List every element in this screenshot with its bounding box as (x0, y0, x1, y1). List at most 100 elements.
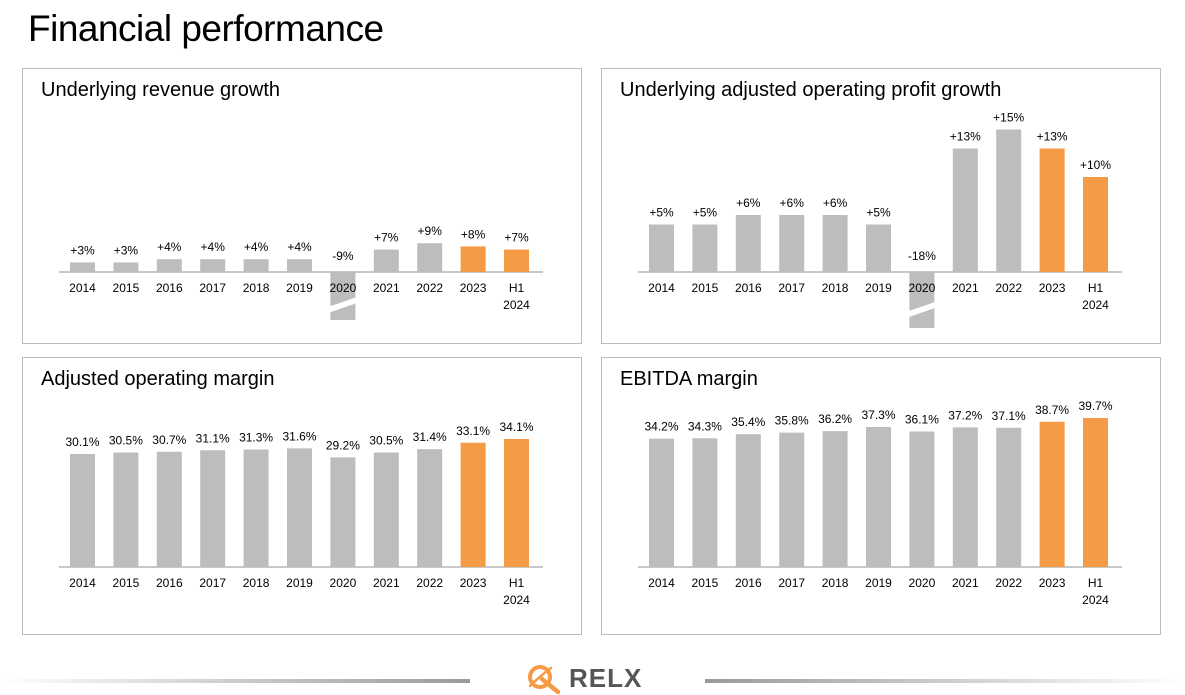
data-label: 30.7% (152, 433, 186, 447)
bar-2016 (735, 215, 761, 272)
data-label: +7% (504, 231, 529, 245)
bar-h1-2024 (1083, 177, 1108, 272)
bar-h1-2024 (1083, 418, 1108, 567)
data-label: 29.2% (326, 438, 360, 452)
data-label: 31.3% (239, 431, 273, 445)
ebitda-margin-chart: 34.2% 2014 34.3% 2015 35.4% 2016 35.8% 2017 36.2… (638, 399, 1122, 607)
x-tick-label: 2016 (156, 281, 183, 295)
x-tick-label: 2022 (995, 281, 1022, 295)
bar-2019 (866, 427, 891, 567)
data-label: +8% (461, 227, 486, 241)
x-tick-label: 2015 (692, 281, 719, 295)
bar-2018 (243, 449, 269, 567)
bar-2015 (113, 262, 139, 272)
data-label: +4% (157, 240, 182, 254)
data-label: +4% (287, 240, 312, 254)
bar-2018 (822, 215, 848, 272)
bar-2020 (909, 431, 935, 567)
bar-2014 (70, 454, 95, 567)
footer-divider-left (0, 679, 470, 683)
x-tick-label: H1 (1088, 281, 1104, 295)
bar-2020 (330, 272, 356, 320)
bar-2017 (200, 450, 226, 567)
bar-2014 (70, 262, 95, 272)
chart-panel-ebitda-margin: EBITDA margin 34.2% 2014 34.3% 2015 35.4% 201… (601, 357, 1161, 635)
x-tick-label: 2019 (286, 576, 313, 590)
data-label: +3% (114, 243, 139, 257)
x-tick-label: 2022 (416, 281, 443, 295)
bar-2015 (692, 438, 718, 567)
data-label: 38.7% (1035, 403, 1069, 417)
data-label: +3% (70, 243, 95, 257)
x-tick-label: 2018 (822, 281, 849, 295)
x-tick-label: 2022 (995, 576, 1022, 590)
x-tick-label: 2014 (648, 576, 675, 590)
data-label: -9% (332, 249, 354, 263)
bar-2019 (866, 224, 891, 272)
data-label: +4% (244, 240, 269, 254)
page-title: Financial performance (28, 8, 384, 49)
data-label: 34.2% (644, 420, 678, 434)
data-label: +10% (1080, 158, 1111, 172)
bar-h1-2024 (504, 439, 529, 567)
data-label: 37.1% (992, 409, 1026, 423)
bar-2019 (287, 448, 312, 567)
bar-2021 (373, 452, 399, 567)
bar-2020 (330, 457, 356, 567)
data-label: 33.1% (456, 424, 490, 438)
bar-2023 (1039, 148, 1065, 272)
x-tick-label: 2019 (286, 281, 313, 295)
x-tick-label: 2023 (1039, 281, 1066, 295)
data-label: +5% (866, 206, 891, 220)
bar-2020 (909, 272, 935, 328)
bar-2021 (952, 427, 978, 567)
x-tick-label: 2018 (243, 281, 270, 295)
bar-2022 (417, 243, 443, 272)
x-tick-label: 2020 (330, 576, 357, 590)
data-label: 30.5% (109, 434, 143, 448)
x-tick-label: 2017 (199, 281, 226, 295)
data-label: +6% (780, 196, 805, 210)
bar-h1-2024 (504, 249, 529, 272)
x-tick-label: 2024 (1082, 298, 1109, 312)
data-label: 36.1% (905, 413, 939, 427)
adjusted-operating-margin-chart: 30.1% 2014 30.5% 2015 30.7% 2016 31.1% 2017 31.3… (59, 420, 543, 607)
chart-title: Adjusted operating margin (41, 368, 275, 390)
data-label: -18% (908, 249, 936, 263)
data-label: 30.5% (369, 434, 403, 448)
x-tick-label: 2015 (692, 576, 719, 590)
chart-panel-revenue-growth: Underlying revenue growth +3% 2014 +3% 2015… (22, 68, 582, 344)
x-tick-label: H1 (1088, 576, 1104, 590)
data-label: 35.8% (775, 414, 809, 428)
bar-2022 (996, 129, 1022, 272)
revenue-growth-chart: +3% 2014 +3% 2015 +4% 2016 +4% 2017 +4% 2018 +4% 20… (59, 224, 543, 320)
x-tick-label: 2015 (113, 281, 140, 295)
data-label: +13% (950, 130, 981, 144)
chart-panel-operating-profit-growth: Underlying adjusted operating profit gro… (601, 68, 1161, 344)
data-label: +13% (1037, 130, 1068, 144)
data-label: +6% (823, 196, 848, 210)
chart-title: EBITDA margin (620, 368, 758, 390)
chart-panel-adjusted-operating-margin: Adjusted operating margin 30.1% 2014 30.5%… (22, 357, 582, 635)
data-label: 34.3% (688, 419, 722, 433)
data-label: +5% (649, 206, 674, 220)
data-label: 37.2% (948, 408, 982, 422)
bar-2016 (735, 434, 761, 567)
x-tick-label: 2016 (156, 576, 183, 590)
x-tick-label: 2014 (69, 281, 96, 295)
data-label: +15% (993, 111, 1024, 125)
relx-logo: RELX (525, 662, 642, 694)
x-tick-label: 2024 (503, 593, 530, 607)
x-tick-label: 2015 (113, 576, 140, 590)
x-tick-label: 2018 (243, 576, 270, 590)
x-tick-label: 2024 (503, 298, 530, 312)
data-label: 30.1% (65, 435, 99, 449)
x-tick-label: 2019 (865, 281, 892, 295)
x-tick-label: 2020 (909, 576, 936, 590)
x-tick-label: 2017 (778, 281, 805, 295)
x-tick-label: H1 (509, 576, 525, 590)
data-label: +7% (374, 231, 399, 245)
bar-2015 (113, 452, 139, 567)
chart-title: Underlying adjusted operating profit gro… (620, 79, 1002, 101)
x-tick-label: 2024 (1082, 593, 1109, 607)
